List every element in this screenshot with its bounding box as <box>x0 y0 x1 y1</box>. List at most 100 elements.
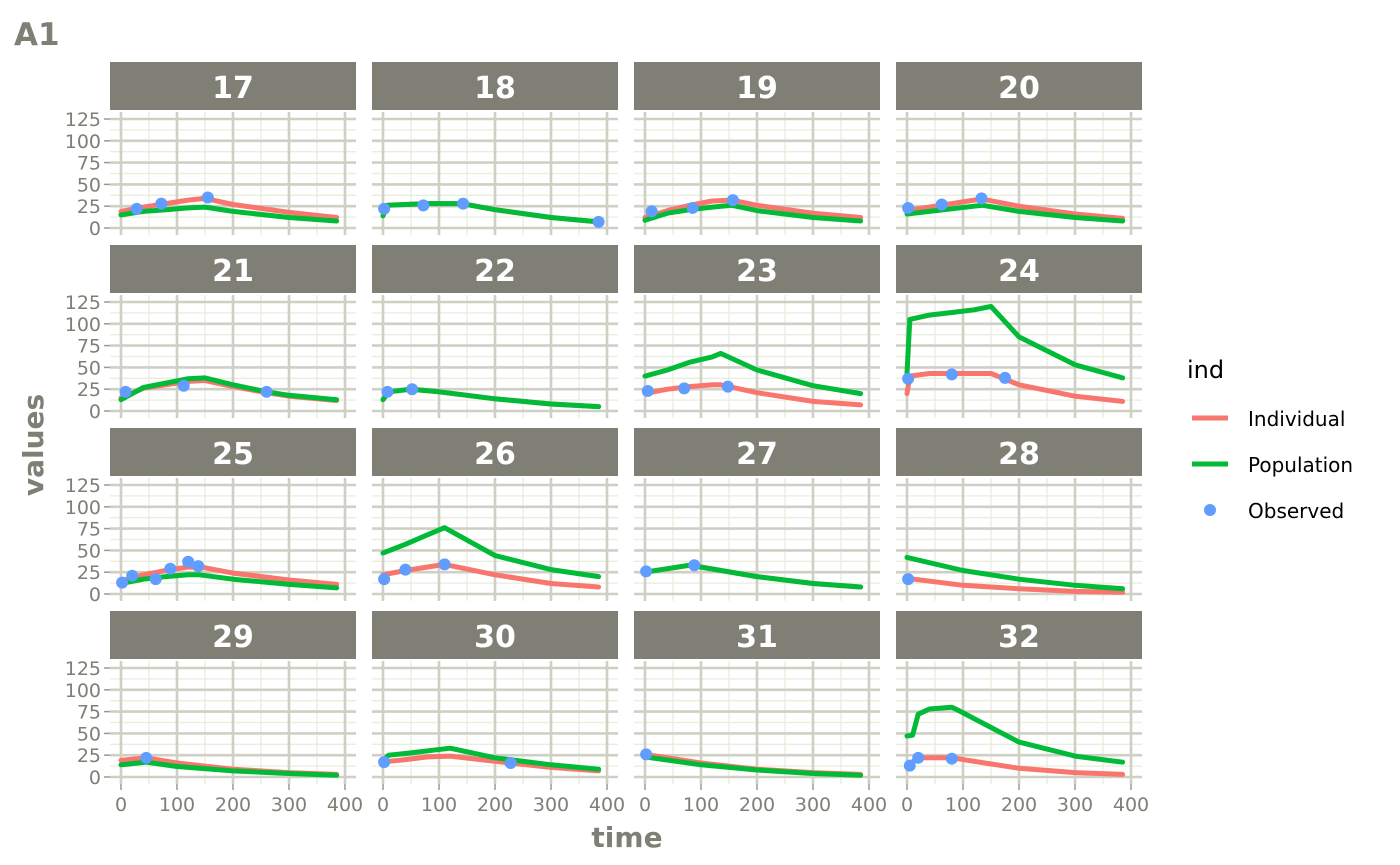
facet-panel-26: 26 <box>372 428 618 601</box>
x-tick-label: 0 <box>115 794 127 816</box>
series-population-line <box>118 759 340 778</box>
facet-strip-label: 26 <box>474 437 516 472</box>
facet-panel-20: 20 <box>896 62 1142 235</box>
y-tick-label: 25 <box>77 379 101 401</box>
facet-strip <box>896 428 1142 476</box>
series-population-line <box>642 754 864 778</box>
facet-strip-label: 27 <box>736 437 778 472</box>
x-axis-col-1: 0 100 200 300 400 <box>115 784 363 816</box>
observed-point <box>592 215 605 228</box>
observed-point <box>155 197 168 210</box>
legend-label: Individual <box>1248 407 1345 431</box>
x-tick-label: 300 <box>533 794 569 816</box>
observed-point <box>902 573 915 586</box>
observed-point <box>119 385 132 398</box>
facet-strip-label: 25 <box>212 437 254 472</box>
x-tick-label: 300 <box>271 794 307 816</box>
y-tick-label: 125 <box>65 292 101 314</box>
y-tick-label: 25 <box>77 196 101 218</box>
legend-key-observed <box>1204 504 1216 516</box>
series-population-line <box>642 202 864 224</box>
x-tick-label: 400 <box>851 794 887 816</box>
observed-point <box>902 201 915 214</box>
y-tick-label: 0 <box>89 584 101 606</box>
facet-strip <box>110 611 356 659</box>
facet-panel-22: 22 <box>372 245 618 418</box>
series-population-line <box>904 303 1126 381</box>
y-tick-label: 50 <box>77 540 101 562</box>
y-tick-label: 125 <box>65 109 101 131</box>
facet-panel-23: 23 <box>634 245 880 418</box>
facet-panel-19: 19 <box>634 62 880 235</box>
x-tick-label: 300 <box>795 794 831 816</box>
observed-point <box>912 751 925 764</box>
x-tick-label: 0 <box>901 794 913 816</box>
y-tick-label: 75 <box>77 702 101 724</box>
x-tick-label: 200 <box>477 794 513 816</box>
series-population-line <box>118 572 340 591</box>
observed-point <box>164 562 177 575</box>
x-axis-col-4: 0 100 200 300 400 <box>901 784 1149 816</box>
legend: ind Individual Population Observed <box>1187 356 1353 523</box>
facet-strip <box>634 428 880 476</box>
observed-point <box>260 385 273 398</box>
series-population-line <box>380 745 602 772</box>
facet-strip <box>634 62 880 110</box>
observed-point <box>192 560 205 573</box>
observed-point <box>182 555 195 568</box>
legend-label: Population <box>1248 453 1353 477</box>
series-population-line <box>904 704 1126 765</box>
series-population-line <box>642 350 864 397</box>
observed-point <box>399 563 412 576</box>
facet-strip-label: 23 <box>736 254 778 289</box>
facet-strip-label: 22 <box>474 254 516 289</box>
observed-point <box>688 559 701 572</box>
observed-point <box>641 384 654 397</box>
observed-point <box>457 197 470 210</box>
y-tick-label: 0 <box>89 401 101 423</box>
facet-strip-label: 20 <box>998 71 1040 106</box>
y-tick-label: 25 <box>77 745 101 767</box>
facet-strip <box>896 611 1142 659</box>
observed-point <box>417 199 430 212</box>
figure-title: A1 <box>14 17 60 53</box>
x-axis-col-2: 0 100 200 300 400 <box>377 784 625 816</box>
facet-panels: 17 18 19 20 21 22 23 24 25 26 27 28 29 30 31 32 <box>110 62 1142 784</box>
observed-point <box>640 565 653 578</box>
observed-point <box>945 752 958 765</box>
observed-point <box>126 569 139 582</box>
y-tick-label: 125 <box>65 475 101 497</box>
x-tick-label: 100 <box>421 794 457 816</box>
series-individual-line <box>380 753 602 774</box>
x-axis-group: 0 100 200 300 400 0 100 200 300 400 0 100 200 300 400 0… <box>115 784 1149 816</box>
legend-label: Observed <box>1248 499 1344 523</box>
x-tick-label: 200 <box>739 794 775 816</box>
observed-point <box>975 192 988 205</box>
facet-strip-label: 31 <box>736 620 778 655</box>
facet-panel-32: 32 <box>896 611 1142 784</box>
observed-point <box>935 198 948 211</box>
facet-strip <box>110 428 356 476</box>
y-tick-label: 75 <box>77 153 101 175</box>
facet-strip <box>896 245 1142 293</box>
series-individual-line <box>904 575 1126 595</box>
facet-strip <box>372 245 618 293</box>
observed-point <box>945 368 958 381</box>
series-population-line <box>118 375 340 403</box>
facet-strip <box>372 62 618 110</box>
y-tick-label: 100 <box>65 314 101 336</box>
y-axis-title: values <box>17 394 50 496</box>
facet-panel-17: 17 <box>110 62 356 235</box>
facet-strip-label: 32 <box>998 620 1040 655</box>
facet-panel-29: 29 <box>110 611 356 784</box>
y-tick-label: 50 <box>77 357 101 379</box>
x-tick-label: 300 <box>1057 794 1093 816</box>
observed-point <box>140 751 153 764</box>
observed-point <box>686 201 699 214</box>
facet-strip-label: 17 <box>212 71 254 106</box>
observed-point <box>640 748 653 761</box>
facet-panel-21: 21 <box>110 245 356 418</box>
